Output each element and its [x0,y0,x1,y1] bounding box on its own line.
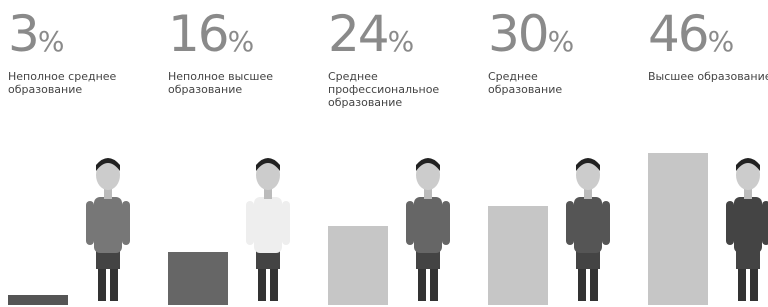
percent-sign: % [388,25,415,58]
percent-label: 3% [8,4,64,72]
percent-sign: % [708,25,735,58]
percent-label: 24% [328,4,414,72]
person-icon [718,153,768,303]
category-label: Среднее профессиональное образование [328,70,453,109]
infographic: 3%Неполное среднее образование 16%Неполн… [0,0,768,307]
person-icon [398,153,458,303]
person [238,153,298,307]
bar [168,252,228,305]
percent-sign: % [38,25,65,58]
person [558,153,618,307]
percent-label: 46% [648,4,734,72]
percent-sign: % [548,25,575,58]
bar [328,226,388,305]
bar [8,295,68,305]
percent-label: 16% [168,4,254,72]
bar [648,153,708,305]
category-label: Высшее образование [648,70,768,83]
person-icon [78,153,138,303]
category-label: Среднее образование [488,70,613,96]
person-icon [558,153,618,303]
person [78,153,138,307]
category-label: Неполное среднее образование [8,70,133,96]
bar [488,206,548,305]
category-label: Неполное высшее образование [168,70,293,96]
person-icon [238,153,298,303]
person [718,153,768,307]
percent-sign: % [228,25,255,58]
person [398,153,458,307]
percent-label: 30% [488,4,574,72]
